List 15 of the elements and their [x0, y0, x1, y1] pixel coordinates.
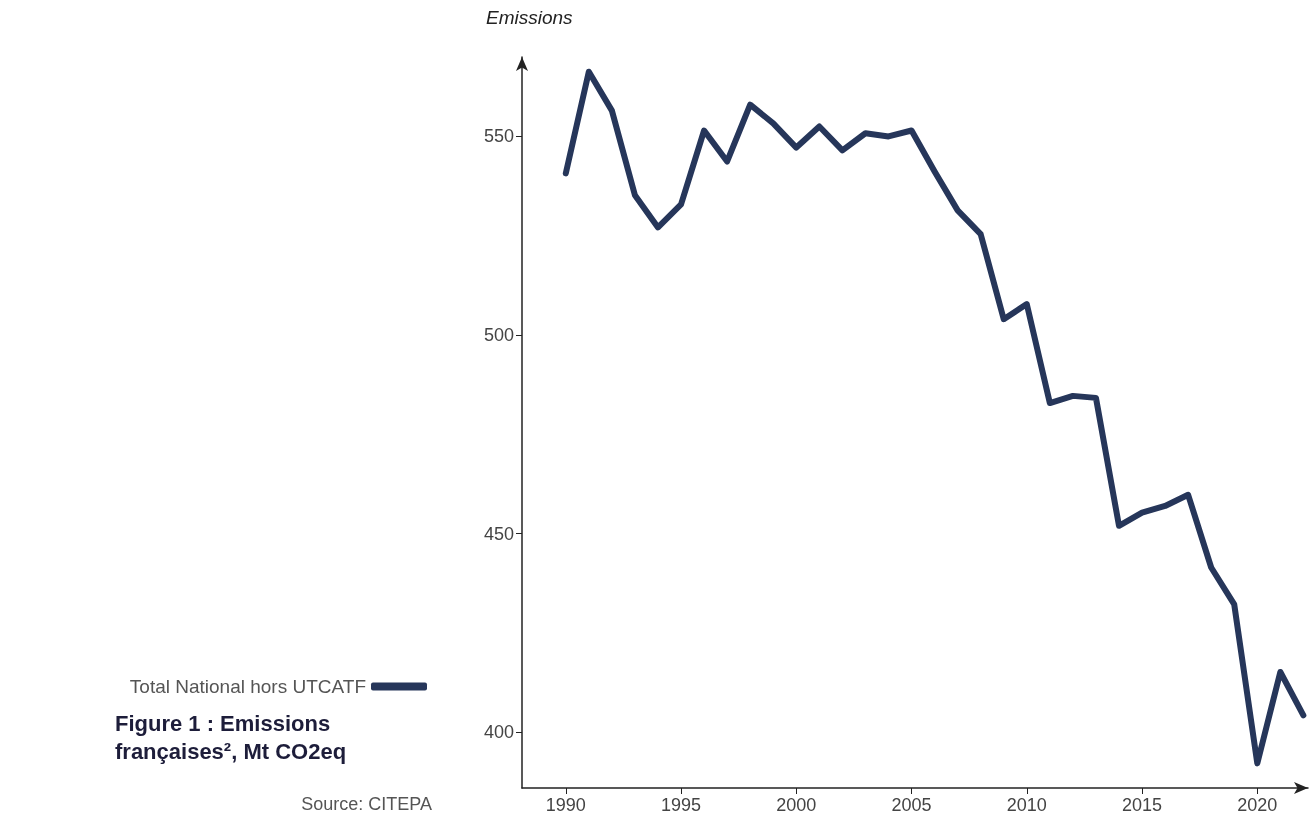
- x-tick-label: 2020: [1237, 795, 1278, 815]
- y-tick-label: 550: [483, 126, 514, 147]
- x-tick-label: 2005: [891, 795, 932, 815]
- x-tick-label: 2000: [776, 795, 817, 815]
- y-tick-label: 500: [483, 325, 514, 346]
- legend-label: Total National hors UTCATF: [129, 676, 366, 697]
- x-tick-label: 1990: [545, 795, 586, 815]
- source-note: Source: CITEPA: [301, 794, 432, 814]
- y-tick-label: 450: [483, 523, 514, 544]
- y-tick-label: 400: [483, 722, 514, 743]
- text: Figure 1 : Emissions françaises², Mt CO2eq: [115, 710, 347, 764]
- x-tick-label: 2010: [1006, 795, 1047, 815]
- y-axis-title: Emissions: [486, 7, 574, 28]
- x-tick-label: 1995: [661, 795, 702, 815]
- x-tick-label: 2015: [1122, 795, 1163, 815]
